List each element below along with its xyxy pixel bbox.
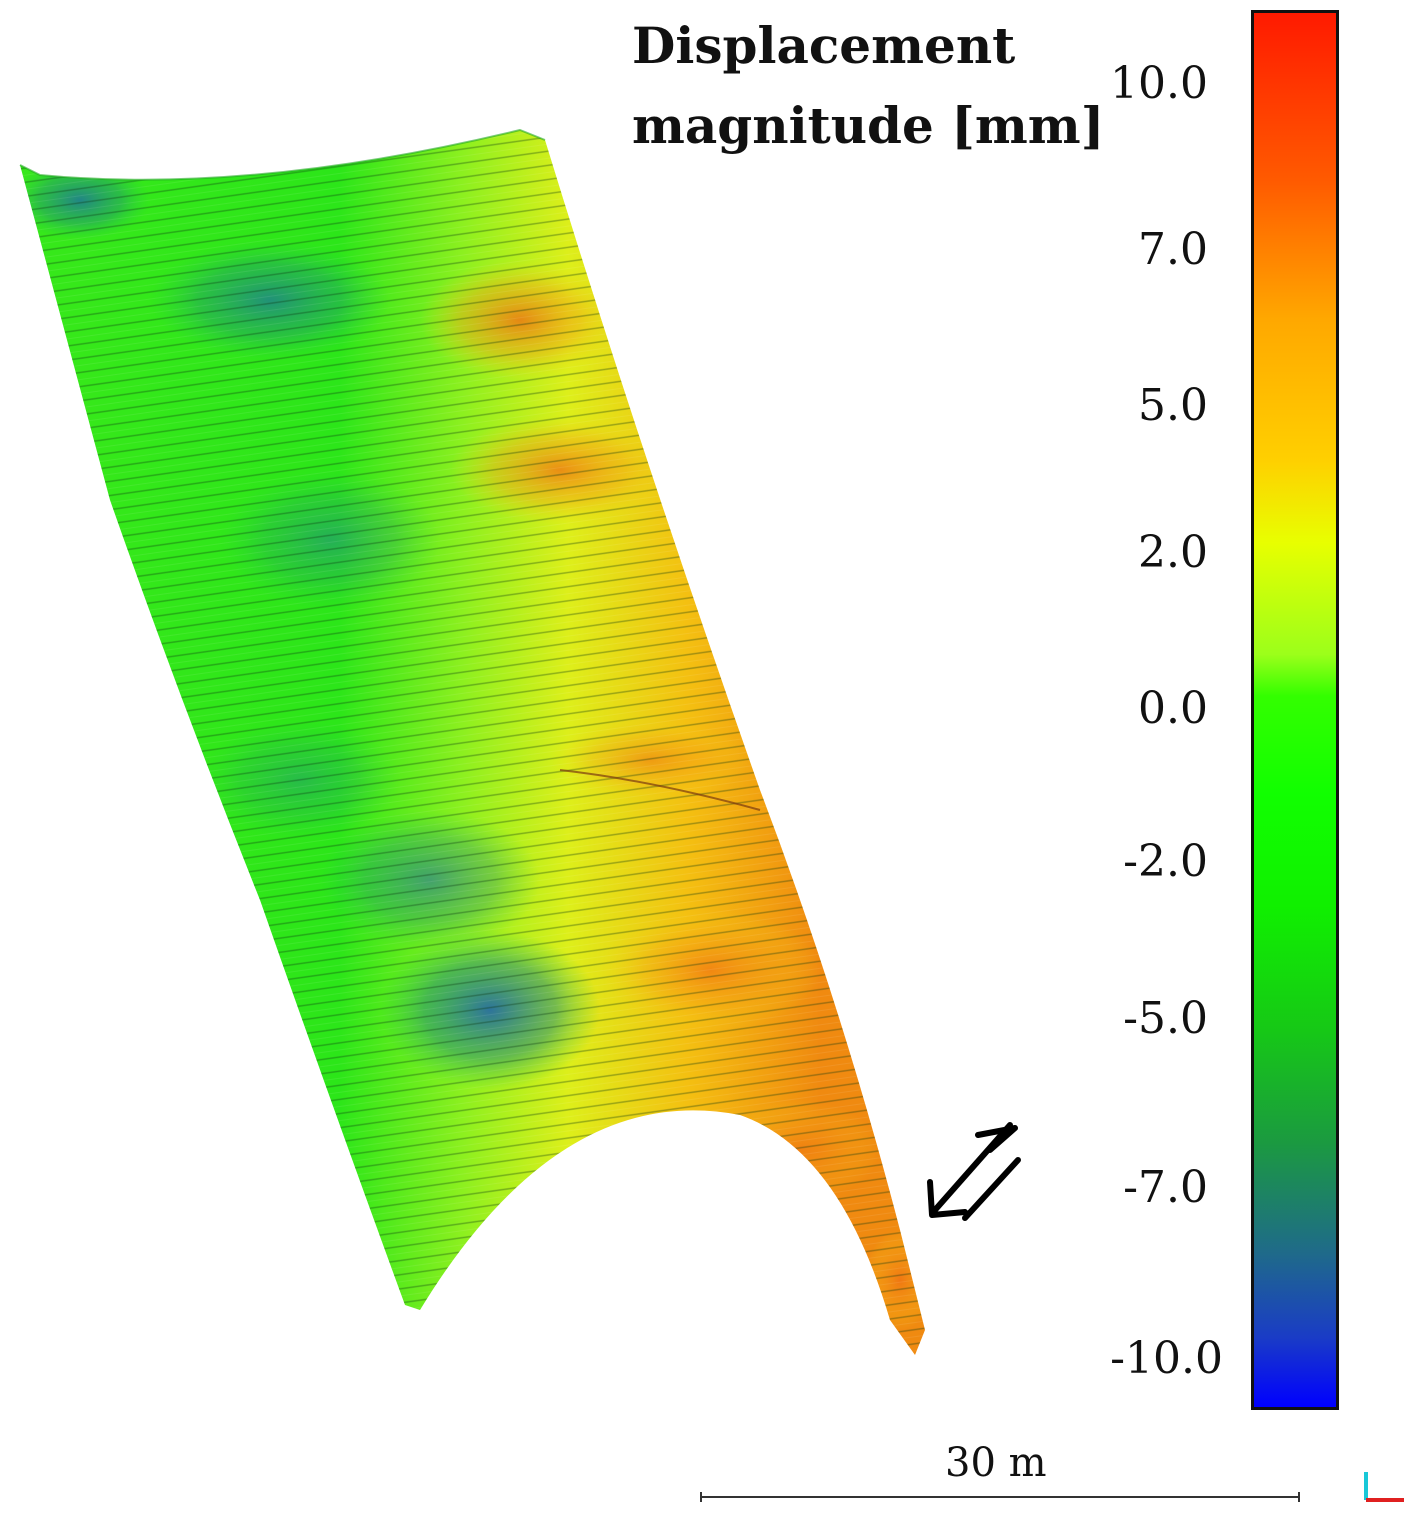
- tunnel-surface: [20, 130, 925, 1355]
- scale-bar-label: 30 m: [945, 1440, 1047, 1486]
- colorbar-tick-label: 5.0: [1138, 380, 1208, 431]
- colorbar-tick-label: -2.0: [1123, 836, 1208, 887]
- colorbar-tick-label: 2.0: [1138, 527, 1208, 578]
- axis-indicator-icon: [1364, 1472, 1404, 1502]
- scale-bar: [700, 1492, 1300, 1502]
- colorbar-tick-label: -7.0: [1123, 1162, 1208, 1213]
- colorbar-tick-label: -10.0: [1110, 1333, 1223, 1384]
- colorbar-tick-label: 7.0: [1138, 224, 1208, 275]
- colorbar-title-line1: Displacement: [632, 16, 1016, 75]
- colorbar: [1251, 10, 1339, 1410]
- colorbar-tick-label: -5.0: [1123, 993, 1208, 1044]
- colorbar-tick-label: 10.0: [1110, 58, 1208, 109]
- double-arrow-icon: [927, 1122, 1021, 1221]
- colorbar-tick-label: 0.0: [1138, 683, 1208, 734]
- colorbar-title-line2: magnitude [mm]: [632, 96, 1105, 155]
